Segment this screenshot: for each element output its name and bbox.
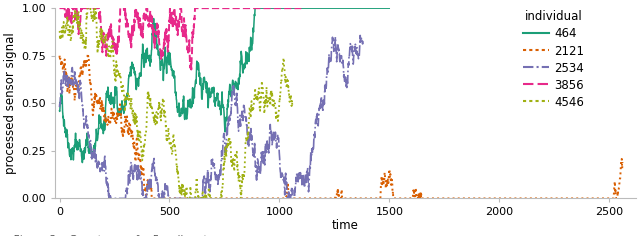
Legend: 464, 2121, 2534, 3856, 4546: 464, 2121, 2534, 3856, 4546: [523, 10, 584, 109]
Y-axis label: processed sensor signal: processed sensor signal: [4, 32, 17, 174]
X-axis label: time: time: [332, 219, 359, 232]
